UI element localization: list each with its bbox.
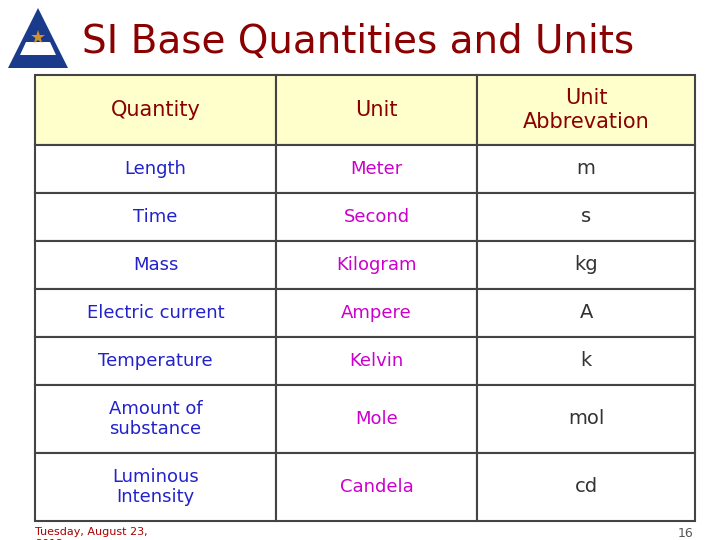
- Text: Second: Second: [343, 208, 410, 226]
- Bar: [35, 145, 276, 193]
- Bar: [35, 385, 276, 453]
- Text: Kilogram: Kilogram: [336, 256, 417, 274]
- Text: s: s: [581, 207, 591, 226]
- Text: Ampere: Ampere: [341, 304, 412, 322]
- Text: Luminous
Intensity: Luminous Intensity: [112, 468, 199, 507]
- Text: Mole: Mole: [355, 410, 398, 428]
- Bar: [477, 289, 695, 337]
- Bar: [477, 75, 695, 145]
- Text: Mass: Mass: [132, 256, 178, 274]
- Bar: [276, 337, 477, 385]
- Bar: [276, 385, 477, 453]
- Bar: [276, 453, 477, 521]
- Bar: [276, 193, 477, 241]
- Text: m: m: [577, 159, 595, 179]
- Text: mol: mol: [568, 409, 604, 429]
- Bar: [35, 241, 276, 289]
- Text: Length: Length: [125, 160, 186, 178]
- Text: 16: 16: [678, 527, 693, 540]
- Bar: [477, 241, 695, 289]
- Bar: [477, 337, 695, 385]
- Text: Temperature: Temperature: [98, 352, 213, 370]
- Bar: [477, 385, 695, 453]
- Text: Candela: Candela: [340, 478, 413, 496]
- Bar: [276, 289, 477, 337]
- Text: Electric current: Electric current: [86, 304, 224, 322]
- Bar: [477, 193, 695, 241]
- Polygon shape: [20, 42, 56, 55]
- Text: ★: ★: [30, 29, 46, 47]
- Text: kg: kg: [575, 255, 598, 274]
- Bar: [35, 193, 276, 241]
- Bar: [477, 145, 695, 193]
- Text: A: A: [580, 303, 593, 322]
- Text: Amount of
substance: Amount of substance: [109, 400, 202, 438]
- Bar: [276, 145, 477, 193]
- Text: Tuesday, August 23,
2012: Tuesday, August 23, 2012: [35, 527, 148, 540]
- Bar: [35, 453, 276, 521]
- Polygon shape: [8, 8, 68, 68]
- Text: Quantity: Quantity: [110, 100, 200, 120]
- Bar: [276, 241, 477, 289]
- Text: Meter: Meter: [351, 160, 402, 178]
- Text: SI Base Quantities and Units: SI Base Quantities and Units: [82, 23, 634, 61]
- Bar: [35, 75, 276, 145]
- Bar: [35, 289, 276, 337]
- Bar: [477, 453, 695, 521]
- Text: Unit: Unit: [355, 100, 397, 120]
- Bar: [35, 337, 276, 385]
- Text: cd: cd: [575, 477, 598, 496]
- Text: k: k: [580, 352, 592, 370]
- Text: Kelvin: Kelvin: [349, 352, 404, 370]
- Text: Time: Time: [133, 208, 178, 226]
- Text: Unit
Abbrevation: Unit Abbrevation: [523, 89, 649, 132]
- Bar: [276, 75, 477, 145]
